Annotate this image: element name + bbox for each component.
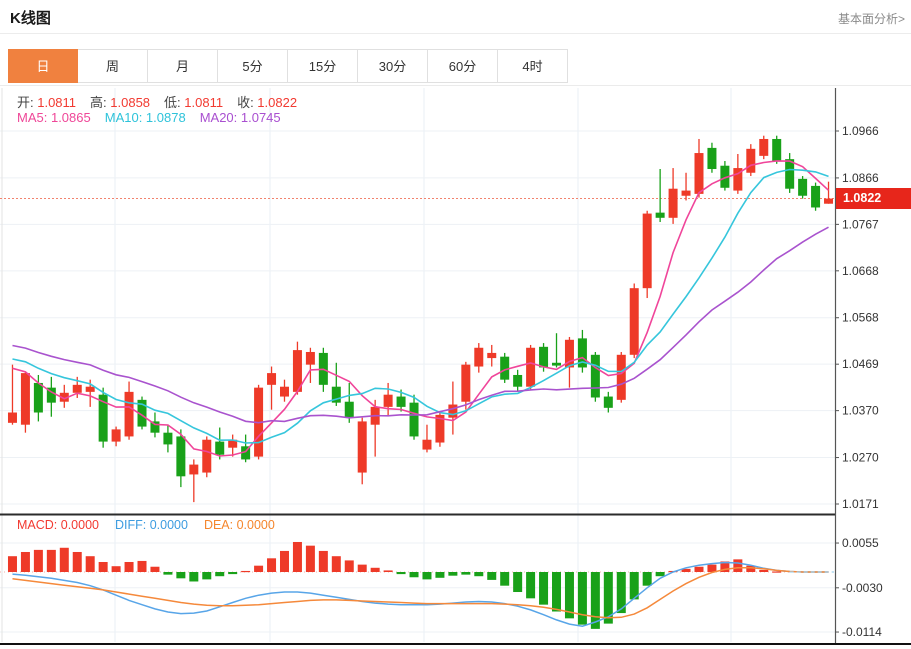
leg-macd-diff: DIFF: 0.0000	[114, 518, 188, 532]
svg-text:-0.0114: -0.0114	[842, 625, 882, 639]
svg-text:1.0270: 1.0270	[842, 451, 879, 465]
svg-text:1.0966: 1.0966	[842, 124, 879, 138]
tab-15min[interactable]: 15分	[288, 49, 358, 83]
svg-text:1.0866: 1.0866	[842, 171, 879, 185]
svg-text:1.0370: 1.0370	[842, 404, 879, 418]
svg-text:0.0055: 0.0055	[842, 536, 879, 550]
leg-ma-ma20: MA20: 1.0745	[199, 110, 281, 125]
ma-legend: MA5: 1.0865 MA10: 1.0878 MA20: 1.0745	[17, 110, 281, 125]
current-price-tag: 1.0822	[836, 188, 911, 209]
leg-ohlc-close: 收: 1.0822	[237, 95, 298, 110]
tab-week[interactable]: 周	[78, 49, 148, 83]
tab-day[interactable]: 日	[8, 49, 78, 83]
tab-30min[interactable]: 30分	[358, 49, 428, 83]
fundamental-analysis-link[interactable]: 基本面分析>	[837, 12, 905, 26]
leg-ohlc-open: 开: 1.0811	[17, 95, 77, 110]
leg-macd-dea: DEA: 0.0000	[203, 518, 275, 532]
leg-ohlc-high: 高: 1.0858	[90, 95, 151, 110]
tab-60min[interactable]: 60分	[428, 49, 498, 83]
svg-text:1.0568: 1.0568	[842, 311, 879, 325]
svg-text:1.0767: 1.0767	[842, 217, 879, 231]
svg-text:-0.0030: -0.0030	[842, 581, 883, 595]
kline-macd-canvas[interactable]: 1.0966 1.0866 1.0767 1.0668 1.0568 1.0469 1.03…	[0, 86, 911, 649]
leg-ma-ma5: MA5: 1.0865	[17, 110, 91, 125]
macd-legend: MACD: 0.0000 DIFF: 0.0000 DEA: 0.0000	[17, 518, 275, 532]
tab-4hour[interactable]: 4时	[498, 49, 568, 83]
leg-macd-macd: MACD: 0.0000	[17, 518, 99, 532]
header-divider	[0, 33, 911, 34]
page-title: K线图	[10, 10, 51, 27]
svg-text:1.0668: 1.0668	[842, 264, 879, 278]
ohlc-legend: 开: 1.0811 高: 1.0858 低: 1.0811 收: 1.0822	[17, 92, 297, 111]
leg-ma-ma10: MA10: 1.0878	[104, 110, 186, 125]
tab-month[interactable]: 月	[148, 49, 218, 83]
svg-text:1.0171: 1.0171	[842, 497, 879, 511]
tab-5min[interactable]: 5分	[218, 49, 288, 83]
leg-ohlc-low: 低: 1.0811	[164, 95, 224, 110]
kline-chart-area[interactable]: 1.0966 1.0866 1.0767 1.0668 1.0568 1.0469 1.03…	[0, 85, 911, 649]
interval-tabs: 日周月 5分 15分 30分 60分 4时	[8, 49, 568, 83]
svg-text:1.0469: 1.0469	[842, 357, 879, 371]
